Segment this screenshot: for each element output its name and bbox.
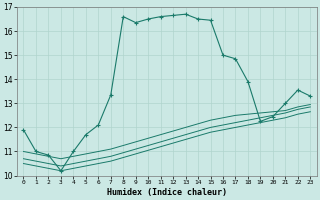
- X-axis label: Humidex (Indice chaleur): Humidex (Indice chaleur): [107, 188, 227, 197]
